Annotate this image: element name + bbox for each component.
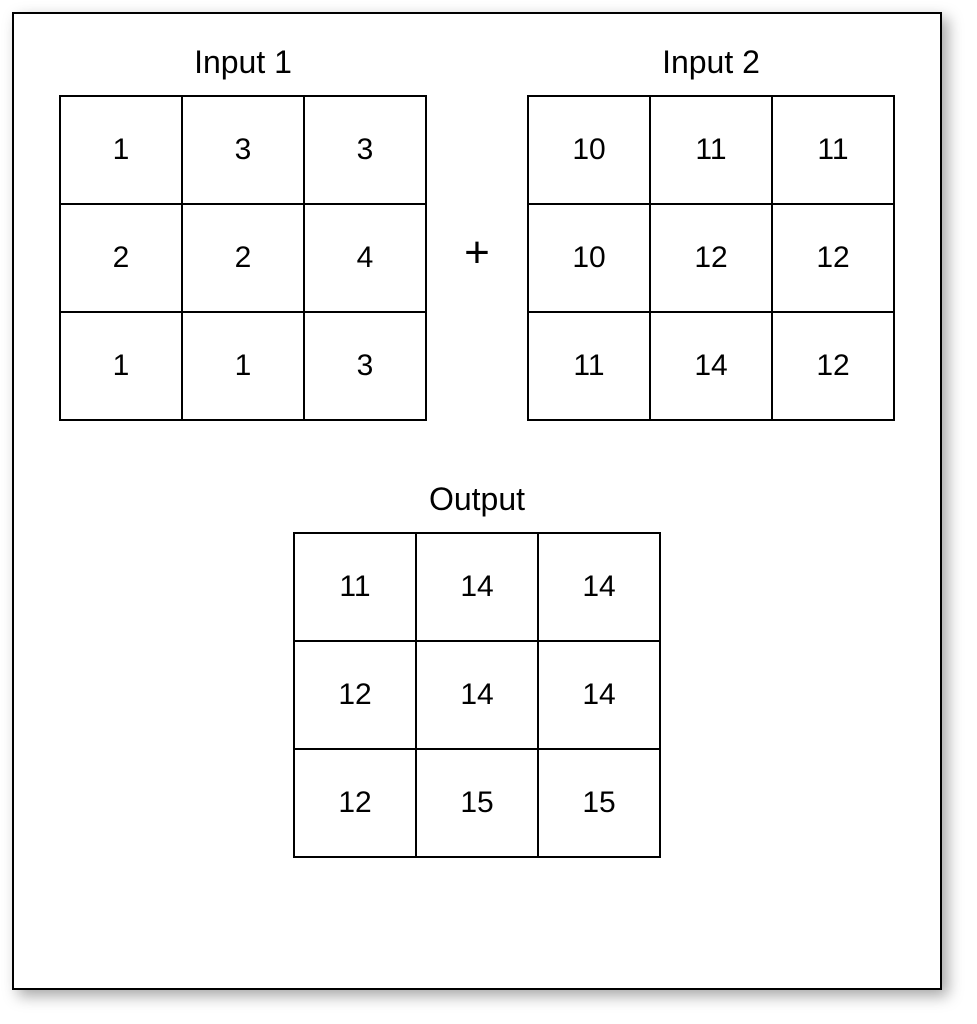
table-row: 10 12 12 — [528, 204, 894, 312]
matrix-cell: 15 — [538, 749, 660, 857]
matrix-cell: 11 — [528, 312, 650, 420]
matrix-cell: 3 — [304, 96, 426, 204]
input1-block: Input 1 1 3 3 2 2 4 1 1 3 — [59, 44, 427, 421]
matrix-cell: 1 — [182, 312, 304, 420]
inputs-row: Input 1 1 3 3 2 2 4 1 1 3 + — [44, 44, 910, 421]
matrix-cell: 3 — [304, 312, 426, 420]
input2-block: Input 2 10 11 11 10 12 12 11 14 12 — [527, 44, 895, 421]
output-row: Output 11 14 14 12 14 14 12 15 15 — [44, 481, 910, 858]
matrix-cell: 10 — [528, 204, 650, 312]
matrix-cell: 1 — [60, 96, 182, 204]
matrix-cell: 15 — [416, 749, 538, 857]
matrix-cell: 12 — [650, 204, 772, 312]
matrix-cell: 2 — [182, 204, 304, 312]
table-row: 2 2 4 — [60, 204, 426, 312]
matrix-cell: 14 — [538, 533, 660, 641]
matrix-cell: 14 — [416, 641, 538, 749]
matrix-cell: 12 — [772, 204, 894, 312]
output-block: Output 11 14 14 12 14 14 12 15 15 — [293, 481, 661, 858]
input2-title: Input 2 — [662, 44, 760, 81]
output-matrix: 11 14 14 12 14 14 12 15 15 — [293, 532, 661, 858]
table-row: 12 15 15 — [294, 749, 660, 857]
matrix-cell: 2 — [60, 204, 182, 312]
matrix-cell: 11 — [650, 96, 772, 204]
output-title: Output — [429, 481, 525, 518]
matrix-cell: 12 — [294, 641, 416, 749]
matrix-cell: 14 — [416, 533, 538, 641]
diagram-frame: Input 1 1 3 3 2 2 4 1 1 3 + — [12, 12, 942, 990]
matrix-cell: 11 — [294, 533, 416, 641]
table-row: 11 14 14 — [294, 533, 660, 641]
matrix-cell: 12 — [772, 312, 894, 420]
matrix-cell: 1 — [60, 312, 182, 420]
table-row: 12 14 14 — [294, 641, 660, 749]
matrix-cell: 4 — [304, 204, 426, 312]
table-row: 10 11 11 — [528, 96, 894, 204]
matrix-cell: 14 — [650, 312, 772, 420]
plus-operator: + — [457, 191, 497, 275]
table-row: 11 14 12 — [528, 312, 894, 420]
table-row: 1 3 3 — [60, 96, 426, 204]
input1-title: Input 1 — [194, 44, 292, 81]
matrix-cell: 3 — [182, 96, 304, 204]
matrix-cell: 10 — [528, 96, 650, 204]
input1-matrix: 1 3 3 2 2 4 1 1 3 — [59, 95, 427, 421]
input2-matrix: 10 11 11 10 12 12 11 14 12 — [527, 95, 895, 421]
table-row: 1 1 3 — [60, 312, 426, 420]
matrix-cell: 14 — [538, 641, 660, 749]
matrix-cell: 12 — [294, 749, 416, 857]
matrix-cell: 11 — [772, 96, 894, 204]
